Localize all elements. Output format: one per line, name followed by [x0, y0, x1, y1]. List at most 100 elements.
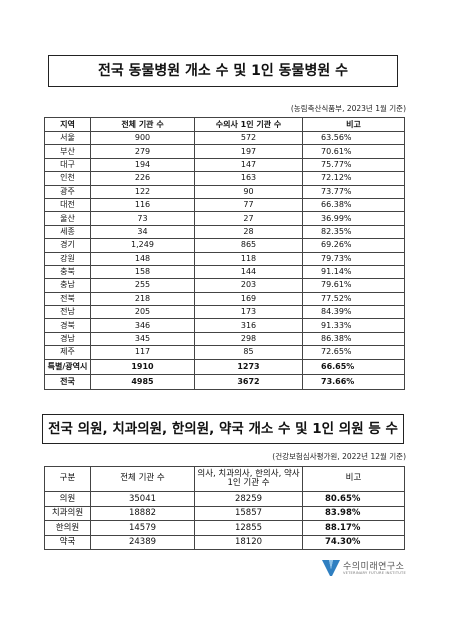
- solo-count-cell: 18120: [194, 534, 303, 550]
- total-count-cell: 4985: [90, 373, 195, 390]
- total-count-cell: 117: [90, 345, 195, 360]
- summary-row: 전국 4985 3672 73.66%: [44, 373, 405, 390]
- column-header: 비고: [302, 466, 405, 492]
- region-cell: 경북: [44, 318, 91, 333]
- solo-count-cell: 316: [194, 318, 303, 333]
- total-count-cell: 116: [90, 197, 195, 213]
- region-cell: 대전: [44, 197, 91, 213]
- solo-count-cell: 197: [194, 144, 303, 159]
- ratio-cell: 74.30%: [302, 534, 405, 550]
- solo-count-cell: 85: [194, 345, 303, 360]
- total-count-cell: 35041: [90, 491, 195, 507]
- region-cell: 세종: [44, 224, 91, 240]
- region-cell: 전북: [44, 291, 91, 307]
- region-cell: 강원: [44, 251, 91, 266]
- total-count-cell: 34: [90, 224, 195, 240]
- total-count-cell: 18882: [90, 505, 195, 521]
- solo-count-cell: 203: [194, 278, 303, 293]
- logo-subtitle: VETERINARY FUTURE INSTITUTE: [343, 571, 406, 575]
- ratio-cell: 84.39%: [302, 305, 405, 320]
- ratio-cell: 91.33%: [302, 318, 405, 333]
- ratio-cell: 86.38%: [302, 331, 405, 347]
- table-row: 대구 194 147 75.77%: [44, 157, 405, 173]
- total-count-cell: 255: [90, 278, 195, 293]
- solo-count-cell: 163: [194, 171, 303, 186]
- solo-count-cell: 1273: [194, 358, 303, 375]
- table-row: 의원 35041 28259 80.65%: [44, 491, 405, 507]
- column-header: 지역: [44, 117, 91, 132]
- table-header-row: 구분 전체 기관 수 의사, 치과의사, 한의사, 약사 1인 기관 수 비고: [44, 466, 405, 492]
- column-header: 전체 기관 수: [90, 466, 195, 492]
- region-cell: 부산: [44, 144, 91, 159]
- ratio-cell: 80.65%: [302, 491, 405, 507]
- solo-count-cell: 27: [194, 211, 303, 226]
- title-animal-hospitals: 전국 동물병원 개소 수 및 1인 동물병원 수: [48, 55, 398, 87]
- category-cell: 치과의원: [44, 505, 91, 521]
- category-cell: 의원: [44, 491, 91, 507]
- table-row: 제주 117 85 72.65%: [44, 345, 405, 360]
- ratio-cell: 79.61%: [302, 278, 405, 293]
- solo-count-cell: 12855: [194, 520, 303, 536]
- ratio-cell: 66.65%: [302, 358, 405, 375]
- solo-count-cell: 169: [194, 291, 303, 307]
- category-cell: 한의원: [44, 520, 91, 536]
- total-count-cell: 205: [90, 305, 195, 320]
- region-cell: 대구: [44, 157, 91, 173]
- total-count-cell: 1910: [90, 358, 195, 375]
- total-count-cell: 279: [90, 144, 195, 159]
- table-row: 부산 279 197 70.61%: [44, 144, 405, 159]
- region-cell: 서울: [44, 130, 91, 146]
- solo-count-cell: 865: [194, 238, 303, 253]
- solo-count-cell: 3672: [194, 373, 303, 390]
- title-clinics-pharmacies: 전국 의원, 치과의원, 한의원, 약국 개소 수 및 1인 의원 등 수: [42, 414, 404, 444]
- table-row: 울산 73 27 36.99%: [44, 211, 405, 226]
- total-count-cell: 345: [90, 331, 195, 347]
- table-row: 충북 158 144 91.14%: [44, 264, 405, 280]
- region-cell: 특별/광역시: [44, 358, 91, 375]
- region-cell: 경기: [44, 238, 91, 253]
- column-header: 구분: [44, 466, 91, 492]
- solo-count-cell: 173: [194, 305, 303, 320]
- source-note-2: (건강보험심사평가원, 2022년 12월 기준): [272, 452, 406, 461]
- category-cell: 약국: [44, 534, 91, 550]
- total-count-cell: 14579: [90, 520, 195, 536]
- ratio-cell: 77.52%: [302, 291, 405, 307]
- table-row: 경북 346 316 91.33%: [44, 318, 405, 333]
- ratio-cell: 82.35%: [302, 224, 405, 240]
- table-row: 치과의원 18882 15857 83.98%: [44, 505, 405, 521]
- solo-count-cell: 77: [194, 197, 303, 213]
- region-cell: 광주: [44, 184, 91, 199]
- ratio-cell: 72.65%: [302, 345, 405, 360]
- total-count-cell: 148: [90, 251, 195, 266]
- table-row: 경기 1,249 865 69.26%: [44, 238, 405, 253]
- ratio-cell: 88.17%: [302, 520, 405, 536]
- total-count-cell: 226: [90, 171, 195, 186]
- ratio-cell: 63.56%: [302, 130, 405, 146]
- clinic-pharmacy-table: 구분 전체 기관 수 의사, 치과의사, 한의사, 약사 1인 기관 수 비고 의원 35…: [44, 466, 405, 550]
- total-count-cell: 1,249: [90, 238, 195, 253]
- total-count-cell: 24389: [90, 534, 195, 550]
- solo-count-cell: 298: [194, 331, 303, 347]
- solo-count-cell: 572: [194, 130, 303, 146]
- column-header: 수의사 1인 기관 수: [194, 117, 303, 132]
- total-count-cell: 122: [90, 184, 195, 199]
- solo-count-cell: 90: [194, 184, 303, 199]
- table-row: 광주 122 90 73.77%: [44, 184, 405, 199]
- solo-count-cell: 28: [194, 224, 303, 240]
- table-row: 전남 205 173 84.39%: [44, 305, 405, 320]
- ratio-cell: 66.38%: [302, 197, 405, 213]
- table-row: 충남 255 203 79.61%: [44, 278, 405, 293]
- region-cell: 전국: [44, 373, 91, 390]
- animal-hospital-table: 지역 전체 기관 수 수의사 1인 기관 수 비고 서울 900 572 63.56% 부산 27…: [44, 117, 405, 390]
- source-note-1: (농림축산식품부, 2023년 1월 기준): [290, 104, 406, 113]
- solo-count-cell: 118: [194, 251, 303, 266]
- institute-logo: 수의미래연구소 VETERINARY FUTURE INSTITUTE: [321, 557, 431, 579]
- region-cell: 제주: [44, 345, 91, 360]
- ratio-cell: 91.14%: [302, 264, 405, 280]
- table-row: 세종 34 28 82.35%: [44, 224, 405, 240]
- region-cell: 충남: [44, 278, 91, 293]
- table-row: 인천 226 163 72.12%: [44, 171, 405, 186]
- total-count-cell: 218: [90, 291, 195, 307]
- solo-count-cell: 147: [194, 157, 303, 173]
- column-header: 의사, 치과의사, 한의사, 약사 1인 기관 수: [194, 466, 303, 492]
